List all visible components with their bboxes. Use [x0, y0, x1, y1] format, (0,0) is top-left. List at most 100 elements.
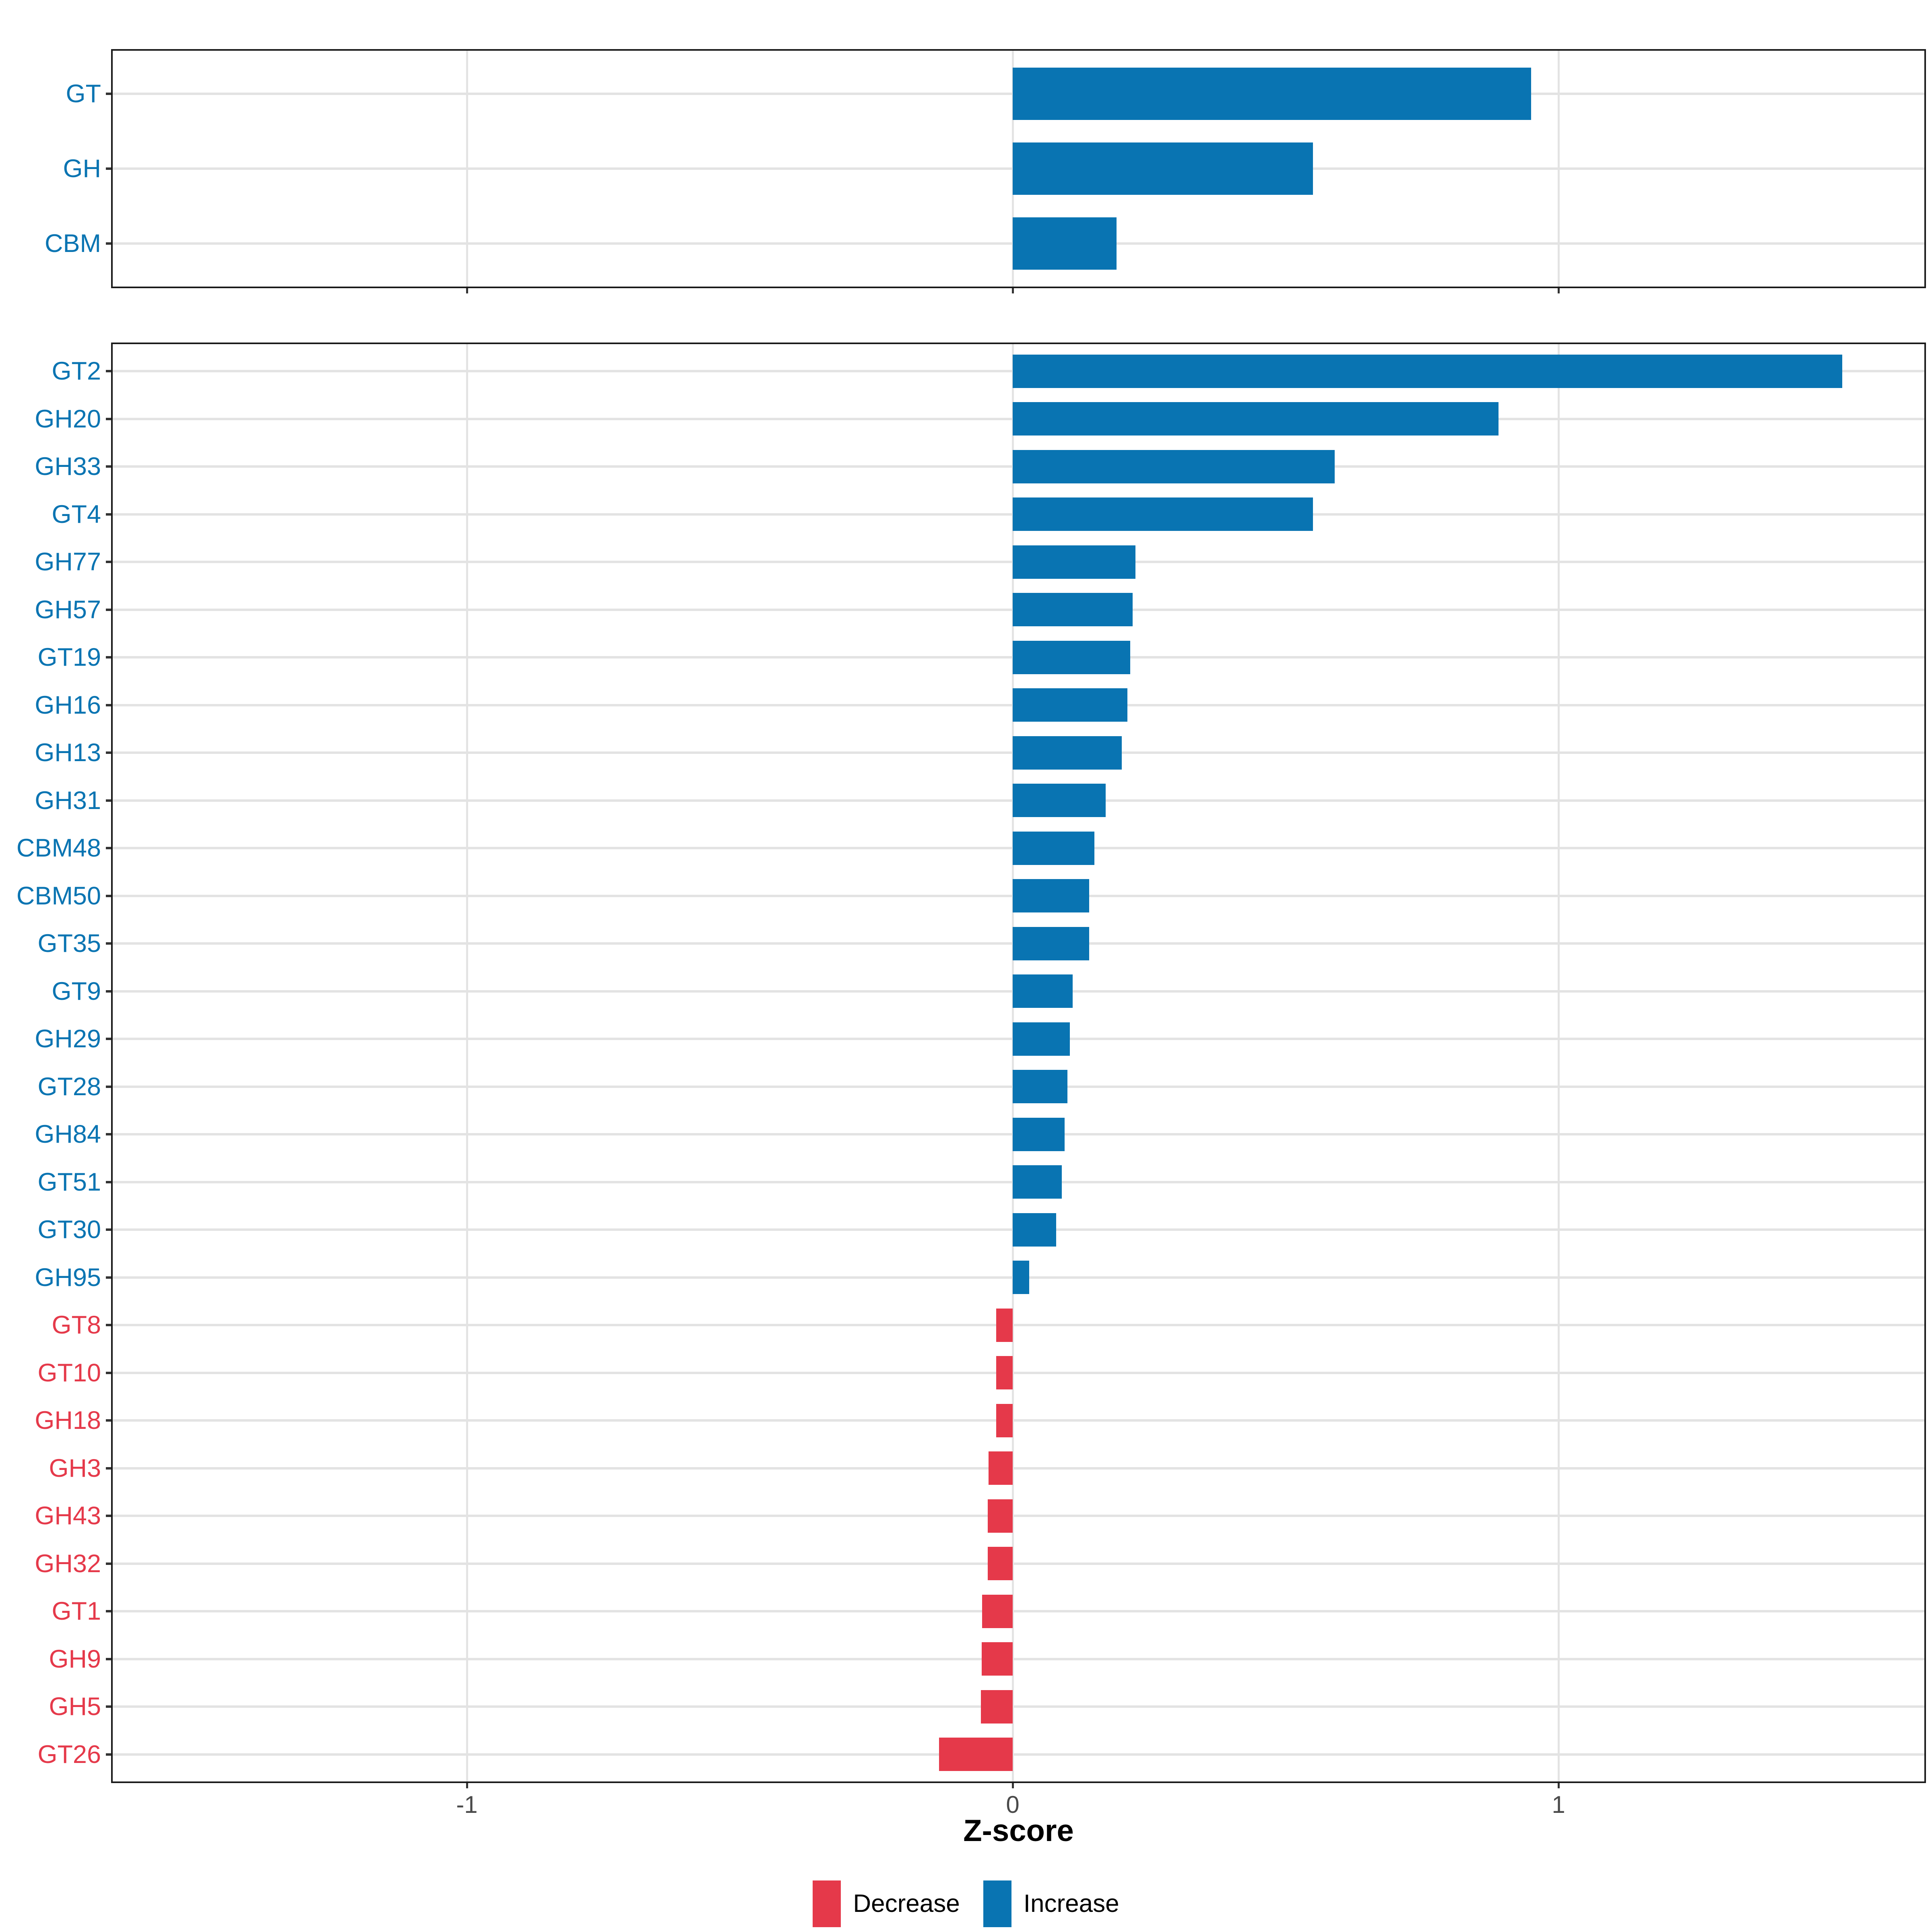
category-label-GH84: GH84: [35, 1120, 101, 1149]
category-label-GH16: GH16: [35, 691, 101, 719]
bar-GH18: [996, 1404, 1013, 1437]
gridline-row-GH43: [113, 1515, 1924, 1517]
bar-GH33: [1013, 450, 1335, 483]
bar-GH95: [1013, 1261, 1029, 1294]
increase-swatch-icon: [983, 1880, 1011, 1927]
category-label-GT4: GT4: [52, 500, 101, 528]
bar-GT10: [996, 1356, 1013, 1390]
y-tick-GH20: [106, 417, 111, 420]
bar-GT: [1013, 68, 1532, 120]
bar-GT28: [1013, 1070, 1067, 1104]
category-label-GT10: GT10: [37, 1358, 101, 1387]
category-label-GH3: GH3: [49, 1454, 101, 1482]
y-tick-GT4: [106, 513, 111, 516]
y-tick-GH16: [106, 704, 111, 706]
category-label-CBM: CBM: [45, 229, 101, 258]
y-tick-CBM50: [106, 894, 111, 897]
bar-GT2: [1013, 354, 1843, 388]
y-tick-GT8: [106, 1324, 111, 1327]
gridline-x-1: [466, 344, 468, 1781]
bar-GH3: [989, 1451, 1013, 1485]
gridline-x0: [1011, 344, 1014, 1781]
bar-GT1: [982, 1594, 1013, 1628]
category-label-GH43: GH43: [35, 1502, 101, 1530]
decrease-swatch-icon: [813, 1880, 841, 1927]
bar-GT9: [1013, 974, 1073, 1008]
category-label-CBM48: CBM48: [16, 834, 101, 863]
bar-GH20: [1013, 402, 1499, 436]
x-tick-top-1: [1557, 288, 1560, 293]
bar-GH77: [1013, 545, 1136, 579]
gridline-x1: [1557, 344, 1560, 1781]
y-tick-GH57: [106, 608, 111, 611]
y-tick-GT35: [106, 942, 111, 945]
y-tick-GH13: [106, 751, 111, 754]
gridline-row-GH3: [113, 1467, 1924, 1470]
category-label-GT51: GT51: [37, 1168, 101, 1196]
x-tick-bottom--1: [466, 1783, 468, 1788]
legend-label-increase: Increase: [1023, 1890, 1119, 1918]
gridline-row-GT10: [113, 1371, 1924, 1374]
category-label-GT1: GT1: [52, 1597, 101, 1626]
y-tick-GH31: [106, 799, 111, 802]
y-tick-GH32: [106, 1562, 111, 1565]
y-tick-GH5: [106, 1705, 111, 1708]
y-tick-CBM48: [106, 847, 111, 850]
bar-CBM50: [1013, 879, 1089, 913]
bar-GH84: [1013, 1117, 1065, 1151]
y-tick-CBM: [106, 242, 111, 245]
x-tick-top-0: [1011, 288, 1014, 293]
category-label-GH57: GH57: [35, 595, 101, 624]
bar-GH32: [987, 1547, 1013, 1581]
panel-top: [111, 49, 1926, 288]
bar-GH13: [1013, 736, 1122, 770]
category-label-GT19: GT19: [37, 643, 101, 672]
gridline-row-GH5: [113, 1705, 1924, 1708]
y-tick-GT19: [106, 656, 111, 659]
legend-label-decrease: Decrease: [853, 1890, 960, 1918]
y-tick-GH43: [106, 1515, 111, 1517]
bar-GT30: [1013, 1213, 1057, 1247]
bar-GT8: [996, 1308, 1013, 1342]
category-label-GH18: GH18: [35, 1406, 101, 1435]
bar-GH: [1013, 142, 1313, 195]
category-label-GH33: GH33: [35, 452, 101, 481]
y-tick-GT2: [106, 370, 111, 373]
category-label-GT9: GT9: [52, 977, 101, 1005]
category-label-GH5: GH5: [49, 1693, 101, 1721]
legend-item-increase: Increase: [983, 1880, 1119, 1927]
y-tick-GH33: [106, 465, 111, 468]
y-tick-GT10: [106, 1371, 111, 1374]
category-label-GT30: GT30: [37, 1216, 101, 1244]
y-tick-GH3: [106, 1467, 111, 1470]
bar-GT4: [1013, 497, 1313, 531]
bar-GH43: [987, 1499, 1013, 1533]
y-tick-GH29: [106, 1038, 111, 1040]
bar-GH29: [1013, 1022, 1070, 1056]
legend-item-decrease: Decrease: [813, 1880, 960, 1927]
bar-GH9: [981, 1642, 1013, 1676]
y-tick-GH: [106, 167, 111, 170]
y-tick-GH77: [106, 561, 111, 564]
category-label-CBM50: CBM50: [16, 881, 101, 910]
x-axis-title: Z-score: [963, 1814, 1074, 1848]
category-label-GT8: GT8: [52, 1311, 101, 1340]
category-label-GT35: GT35: [37, 929, 101, 958]
bar-GH57: [1013, 593, 1133, 627]
y-tick-GT26: [106, 1753, 111, 1756]
gridline-row-GT8: [113, 1324, 1924, 1327]
x-tick-label-1: 1: [1552, 1791, 1565, 1818]
bar-GT19: [1013, 640, 1130, 674]
y-tick-GH18: [106, 1419, 111, 1422]
bar-CBM: [1013, 217, 1117, 270]
gridline-row-GH18: [113, 1419, 1924, 1422]
category-label-GH32: GH32: [35, 1549, 101, 1578]
category-label-GH: GH: [63, 155, 101, 183]
category-label-GH20: GH20: [35, 405, 101, 433]
x-tick-label-0: 0: [1006, 1791, 1020, 1818]
y-tick-GT1: [106, 1610, 111, 1613]
y-tick-GH9: [106, 1657, 111, 1660]
bar-GT51: [1013, 1165, 1062, 1199]
category-label-GH29: GH29: [35, 1025, 101, 1053]
x-tick-bottom-1: [1557, 1783, 1560, 1788]
